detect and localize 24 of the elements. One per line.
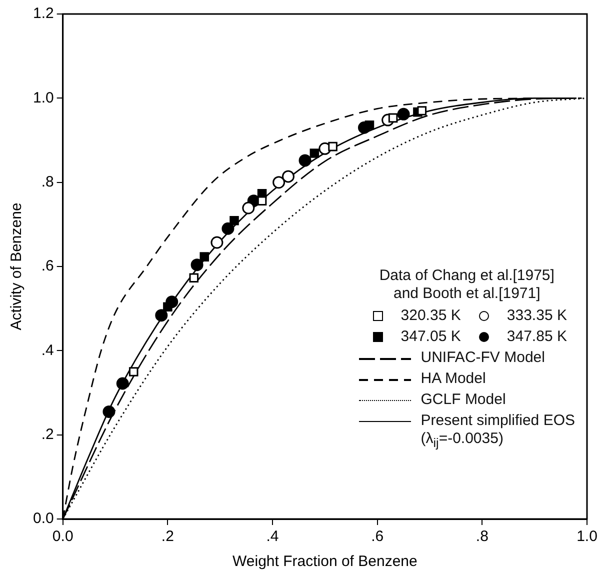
y-tick-label: .8 xyxy=(41,173,54,190)
y-tick-label: 1.2 xyxy=(32,5,54,22)
y-tick-label: .4 xyxy=(41,342,54,359)
legend-title: Data of Chang et al.[1975] and Booth et al.[1971] xyxy=(378,267,556,303)
y-tick-label: .2 xyxy=(41,426,54,443)
y-axis-title: Activity of Benzene xyxy=(8,202,26,330)
x-tick-label: .6 xyxy=(371,528,384,546)
x-axis-title: Weight Fraction of Benzene xyxy=(232,553,418,570)
legend-label: 333.35 K xyxy=(506,307,568,325)
y-tick-label: 1.0 xyxy=(32,89,54,106)
legend-label: 347.05 K xyxy=(400,328,462,346)
legend-label: UNIFAC-FV Model xyxy=(420,349,545,367)
legend-label: 320.35 K xyxy=(400,307,462,325)
y-tick-label: .6 xyxy=(41,258,54,275)
legend-label: 347.85 K xyxy=(506,328,568,346)
x-tick-label: 0.0 xyxy=(52,528,74,546)
x-tick-label: .4 xyxy=(266,528,279,546)
legend-label: GCLF Model xyxy=(420,391,506,409)
x-tick-label: .8 xyxy=(476,528,488,546)
y-tick-label: 0.0 xyxy=(32,510,54,528)
x-tick-label: .2 xyxy=(161,528,174,546)
legend-label: Present simplified EOS (λ$_{ij}$=-0.0035) xyxy=(420,412,575,451)
x-tick-label: 1.0 xyxy=(576,528,598,546)
legend-label: HA Model xyxy=(420,370,486,388)
